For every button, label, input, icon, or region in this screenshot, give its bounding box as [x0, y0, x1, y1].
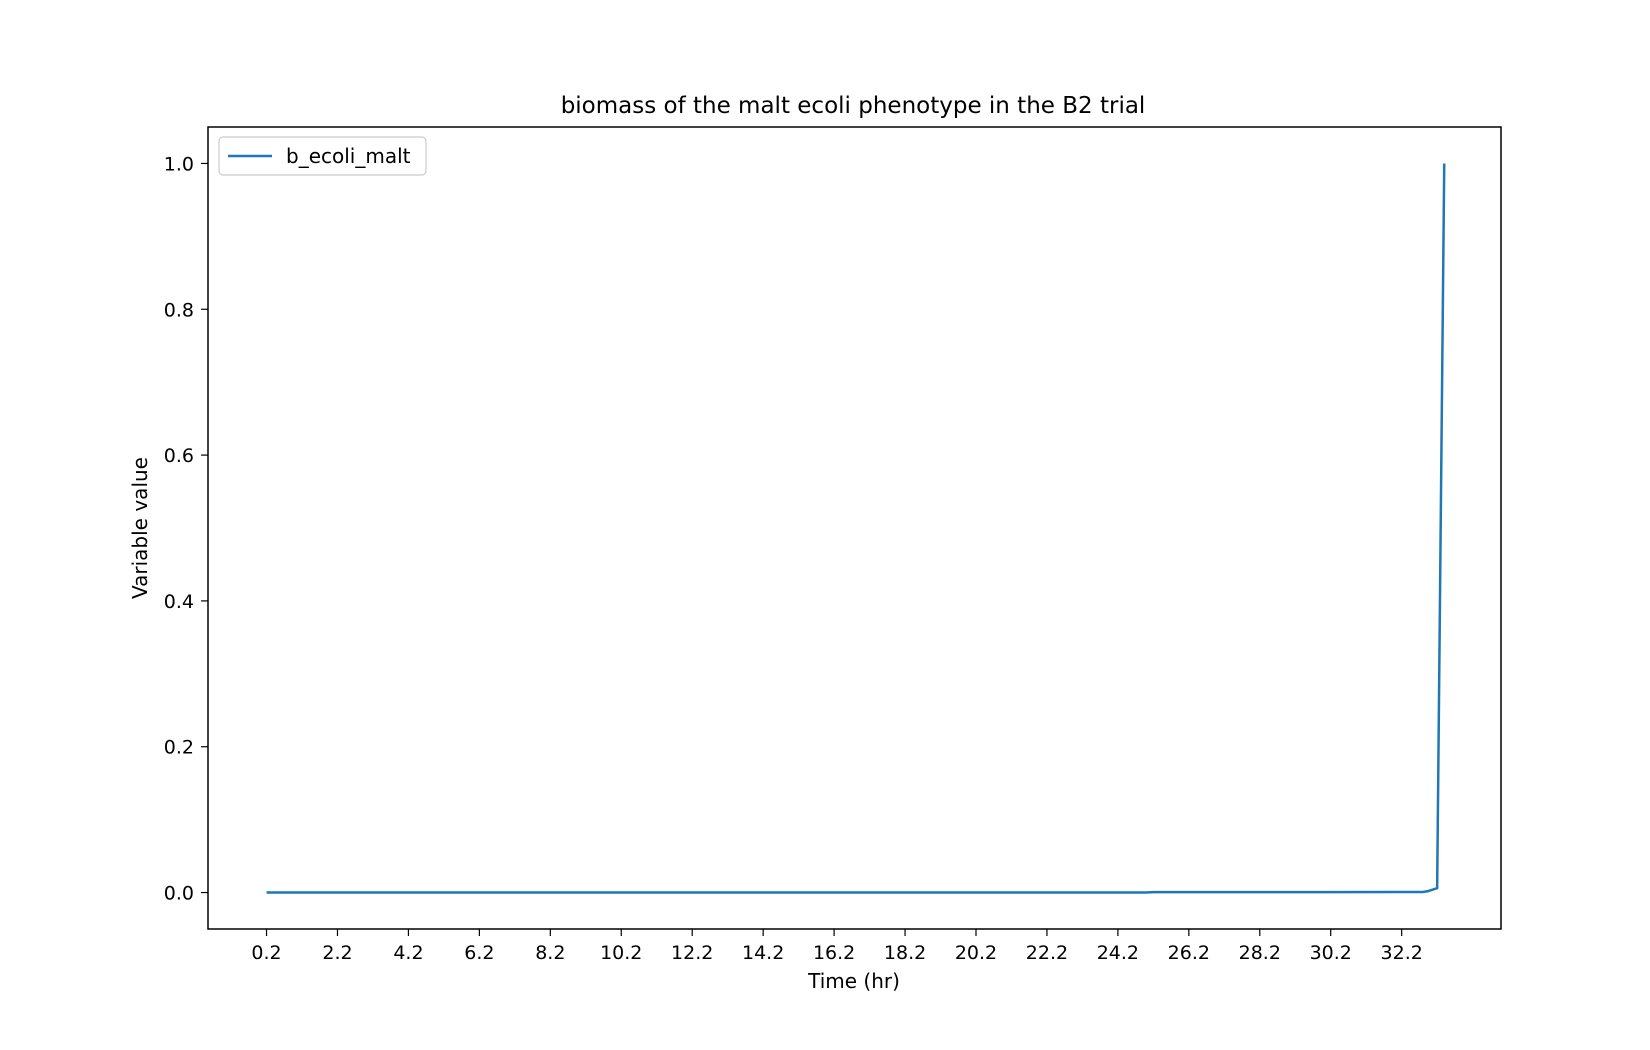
- plot-frame: [207, 126, 1502, 930]
- x-tick-label: 26.2: [1168, 942, 1210, 964]
- x-tick-label: 32.2: [1381, 942, 1423, 964]
- y-tick-label: 0.6: [164, 445, 194, 467]
- legend-box: [218, 136, 427, 176]
- x-tick-label: 24.2: [1097, 942, 1139, 964]
- x-tick-label: 4.2: [393, 942, 423, 964]
- x-tick-label: 10.2: [600, 942, 642, 964]
- x-tick-label: 16.2: [813, 942, 855, 964]
- x-tick-label: 0.2: [251, 942, 281, 964]
- x-tick-label: 8.2: [535, 942, 565, 964]
- y-tick-label: 0.8: [164, 299, 194, 321]
- series-line-b_ecoli_malt: [266, 163, 1446, 894]
- x-tick-label: 2.2: [322, 942, 352, 964]
- y-tick-label: 0.2: [164, 737, 194, 759]
- y-tick-label: 1.0: [164, 153, 194, 175]
- x-tick-label: 28.2: [1239, 942, 1281, 964]
- x-tick-label: 20.2: [955, 942, 997, 964]
- y-axis-label: Variable value: [128, 457, 152, 599]
- series-layer: [266, 163, 1446, 894]
- y-tick-label: 0.4: [164, 591, 194, 613]
- plot-area: [207, 126, 1502, 930]
- y-axis-ticks: 0.0 0.2 0.4 0.6 0.8 1.0: [164, 153, 208, 905]
- x-tick-label: 14.2: [742, 942, 784, 964]
- x-tick-label: 12.2: [671, 942, 713, 964]
- legend: b_ecoli_malt: [218, 136, 427, 176]
- x-axis-ticks: 0.2 2.2 4.2 6.2 8.2 10.2 12.2 14.2 16.2 18.2 20.2 2…: [251, 929, 1423, 964]
- legend-label: b_ecoli_malt: [286, 144, 411, 168]
- y-tick-label: 0.0: [164, 883, 194, 905]
- chart-title: biomass of the malt ecoli phenotype in t…: [561, 93, 1146, 119]
- x-axis-label: Time (hr): [807, 969, 900, 993]
- x-tick-label: 18.2: [884, 942, 926, 964]
- plot-background: [208, 127, 1501, 929]
- x-tick-label: 30.2: [1310, 942, 1352, 964]
- x-tick-label: 6.2: [464, 942, 494, 964]
- x-tick-label: 22.2: [1026, 942, 1068, 964]
